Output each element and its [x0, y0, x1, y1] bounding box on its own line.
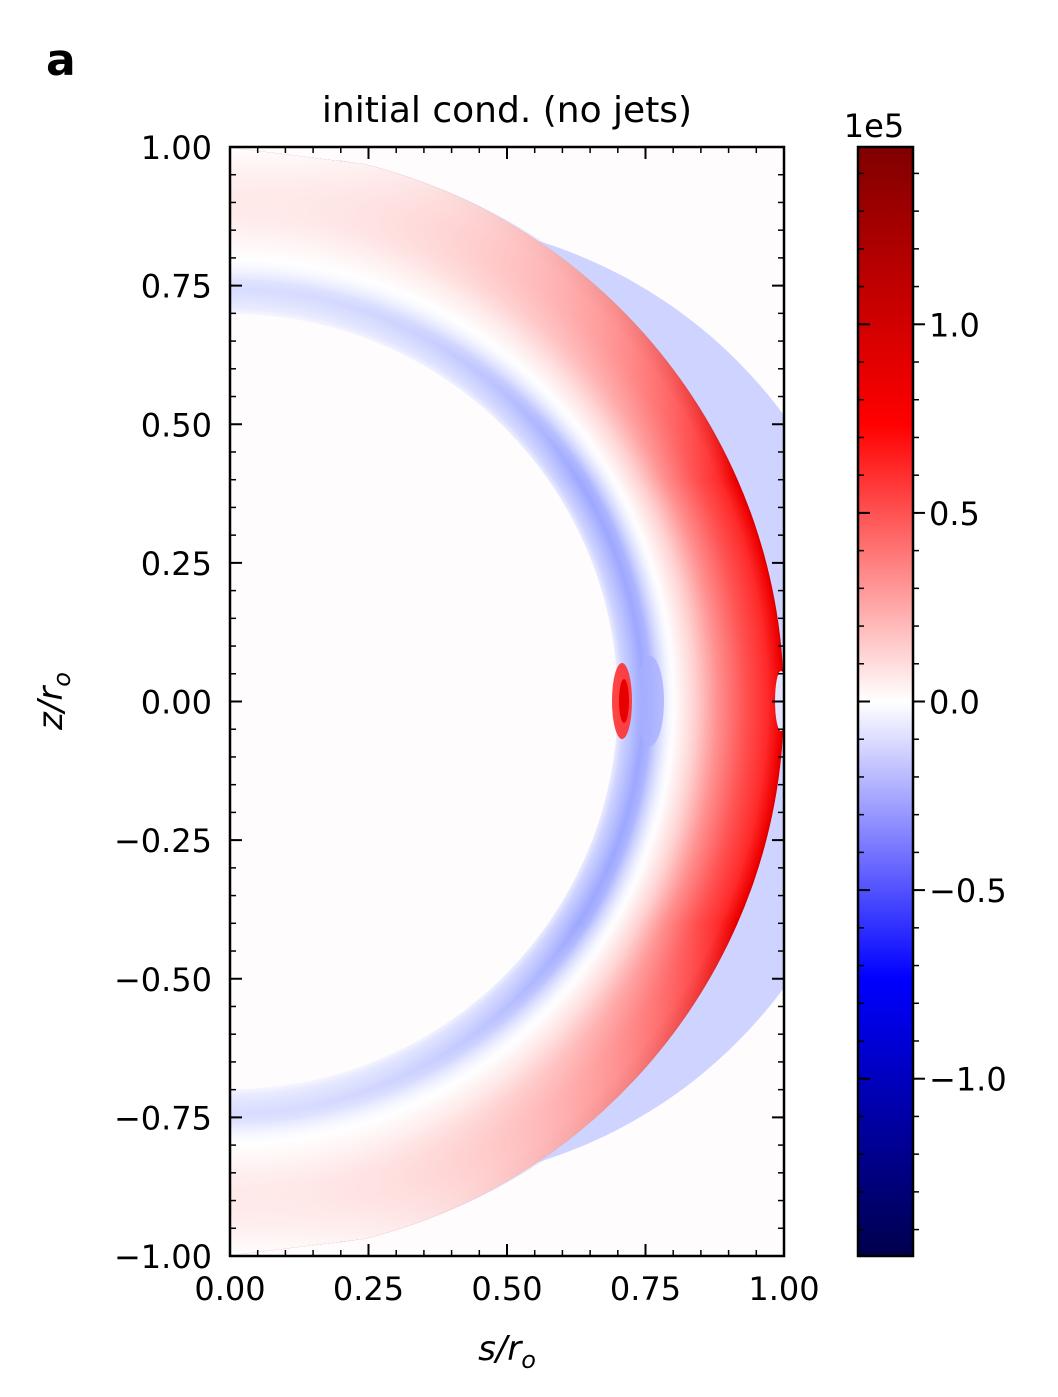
x-axis-label-main: s/r	[478, 1329, 523, 1369]
colorbar-tick-label: −0.5	[929, 872, 1007, 910]
panel-label: a	[46, 35, 76, 86]
y-tick-label: 0.00	[141, 684, 212, 722]
shell-latitude-fade	[230, 147, 784, 1256]
x-tick-label: 0.50	[471, 1270, 542, 1308]
x-axis: 0.00 0.25 0.50 0.75 1.00	[194, 147, 820, 1308]
y-tick-label: −1.00	[114, 1238, 212, 1276]
y-axis-label-main: z/r	[31, 685, 71, 731]
y-tick-label: −0.75	[114, 1099, 212, 1137]
plot-area	[230, 147, 784, 1256]
x-tick-label: 0.25	[333, 1270, 404, 1308]
y-axis: 1.00 0.75 0.50 0.25 0.00 −0.25 −0.50 −0.75 −1.00	[114, 129, 784, 1276]
colorbar-tick-label: −1.0	[929, 1061, 1007, 1099]
y-tick-label: −0.25	[114, 822, 212, 860]
y-tick-label: 0.50	[141, 406, 212, 444]
equatorial-negative-blob	[636, 656, 664, 746]
colorbar-tick-label: 1.0	[929, 306, 980, 344]
colorbar-tick-label: 0.5	[929, 495, 980, 533]
equatorial-positive-spike	[619, 679, 629, 723]
colorbar-offset-label: 1e5	[844, 107, 904, 145]
x-axis-label: s/ro	[478, 1329, 536, 1374]
chart-title: initial cond. (no jets)	[322, 90, 692, 131]
y-tick-label: −0.50	[114, 961, 212, 999]
y-axis-label: z/ro	[31, 672, 76, 731]
x-tick-label: 1.00	[748, 1270, 819, 1308]
y-tick-label: 0.25	[141, 545, 212, 583]
x-tick-label: 0.75	[610, 1270, 681, 1308]
y-axis-label-sub: o	[48, 672, 76, 687]
x-axis-label-sub: o	[521, 1346, 536, 1374]
colorbar-tick-label: 0.0	[929, 684, 980, 722]
y-tick-label: 0.75	[141, 268, 212, 306]
colorbar-axis: 1.0 0.5 0.0 −0.5 −1.0	[858, 172, 1007, 1231]
x-tick-label: 0.00	[194, 1270, 265, 1308]
y-tick-label: 1.00	[141, 129, 212, 167]
